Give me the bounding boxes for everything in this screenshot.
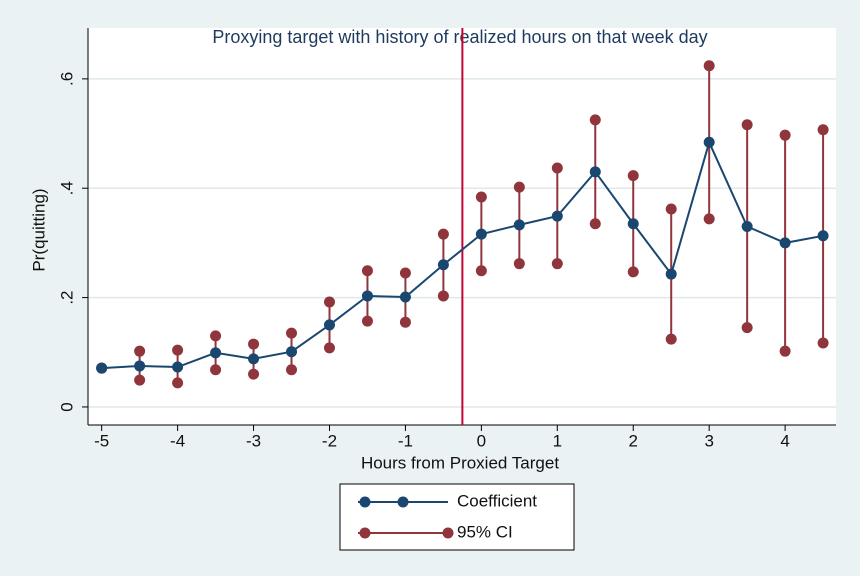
coefficient-marker	[286, 346, 298, 358]
coefficient-marker	[437, 259, 449, 271]
coefficient-marker	[703, 136, 715, 148]
x-axis-label: Hours from Proxied Target	[361, 453, 559, 472]
ci-lower-marker	[627, 266, 639, 278]
ci-lower-marker	[248, 368, 260, 380]
ci-lower-marker	[779, 345, 791, 357]
ci-upper-marker	[286, 327, 298, 339]
coefficient-marker	[172, 361, 184, 373]
x-tick-label: 3	[704, 431, 713, 450]
coefficient-marker	[399, 291, 411, 303]
ci-upper-marker	[361, 265, 373, 277]
x-tick-label: -5	[94, 431, 109, 450]
ci-upper-marker	[475, 191, 487, 203]
ci-lower-marker	[475, 265, 487, 277]
ci-upper-marker	[665, 203, 677, 215]
ci-upper-marker	[627, 170, 639, 182]
coefficient-marker	[134, 360, 146, 372]
y-tick-label: 0	[57, 402, 76, 411]
ci-upper-marker	[513, 181, 525, 193]
coefficient-marker	[323, 319, 335, 331]
coefficient-marker	[779, 237, 791, 249]
x-tick-label: -4	[170, 431, 185, 450]
ci-lower-marker	[551, 258, 563, 270]
chart-title: Proxying target with history of realized…	[212, 27, 707, 47]
ci-upper-marker	[779, 129, 791, 141]
legend-marker	[359, 527, 371, 539]
coefficient-marker	[513, 219, 525, 231]
y-tick-label: .4	[57, 181, 76, 195]
x-tick-label: -1	[398, 431, 413, 450]
coefficient-marker	[96, 362, 108, 374]
legend-label: 95% CI	[457, 522, 513, 541]
legend	[339, 483, 575, 551]
ci-upper-marker	[210, 330, 222, 342]
x-tick-label: 4	[780, 431, 789, 450]
ci-lower-marker	[134, 374, 146, 386]
y-tick-label: .6	[57, 72, 76, 86]
coefficient-marker	[361, 290, 373, 302]
ci-lower-marker	[210, 364, 222, 376]
ci-upper-marker	[172, 344, 184, 356]
coefficient-marker	[817, 230, 829, 242]
ci-upper-marker	[437, 228, 449, 240]
legend-marker	[397, 496, 409, 508]
ci-lower-marker	[437, 290, 449, 302]
ci-upper-marker	[817, 124, 829, 136]
coefficient-marker	[589, 166, 601, 178]
coefficient-marker	[627, 218, 639, 230]
ci-upper-marker	[741, 119, 753, 131]
ci-upper-marker	[134, 345, 146, 357]
ci-upper-marker	[551, 162, 563, 174]
ci-lower-marker	[513, 258, 525, 270]
ci-lower-marker	[703, 213, 715, 225]
ci-upper-marker	[399, 267, 411, 279]
coefficient-marker	[210, 347, 222, 359]
ci-lower-marker	[665, 333, 677, 345]
x-tick-label: 1	[553, 431, 562, 450]
x-tick-label: 2	[629, 431, 638, 450]
ci-lower-marker	[286, 364, 298, 376]
ci-upper-marker	[248, 338, 260, 350]
coefficient-marker	[475, 228, 487, 240]
legend-marker	[442, 527, 454, 539]
ci-lower-marker	[589, 218, 601, 230]
y-tick-label: .2	[57, 290, 76, 304]
x-tick-label: -2	[322, 431, 337, 450]
ci-lower-marker	[741, 322, 753, 334]
ci-lower-marker	[817, 337, 829, 349]
ci-lower-marker	[361, 315, 373, 327]
x-tick-label: 0	[477, 431, 486, 450]
ci-lower-marker	[323, 342, 335, 354]
coefficient-marker	[665, 268, 677, 280]
ci-upper-marker	[589, 114, 601, 126]
ci-upper-marker	[703, 60, 715, 72]
ci-upper-marker	[323, 296, 335, 308]
ci-lower-marker	[172, 377, 184, 389]
coefficient-marker	[551, 210, 563, 222]
ci-lower-marker	[399, 316, 411, 328]
coefficient-line	[101, 139, 824, 370]
x-tick-label: -3	[246, 431, 261, 450]
coefficient-marker	[248, 353, 260, 365]
y-axis-label: Pr(quitting)	[29, 188, 48, 271]
legend-marker	[359, 496, 371, 508]
legend-label: Coefficient	[457, 491, 537, 510]
coefficient-marker	[741, 221, 753, 232]
